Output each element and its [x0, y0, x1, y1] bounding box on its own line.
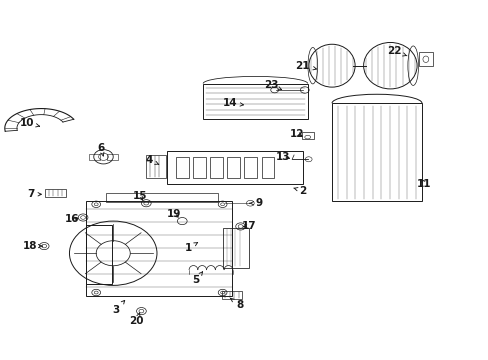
Text: 11: 11: [416, 179, 431, 189]
Bar: [210, 157, 223, 178]
Text: 6: 6: [97, 143, 104, 156]
Text: 14: 14: [222, 98, 243, 108]
Text: 9: 9: [249, 198, 262, 208]
Bar: [244, 157, 257, 178]
Bar: [146, 155, 165, 178]
Text: 23: 23: [264, 80, 281, 90]
Text: 17: 17: [242, 221, 256, 231]
Bar: [203, 84, 307, 119]
Bar: [221, 291, 242, 298]
Text: 16: 16: [64, 214, 79, 224]
Bar: [106, 193, 217, 202]
Text: 12: 12: [289, 129, 304, 139]
Bar: [193, 157, 205, 178]
Text: 15: 15: [132, 191, 147, 201]
Text: 1: 1: [184, 243, 197, 253]
Bar: [107, 154, 118, 159]
Bar: [331, 103, 421, 202]
Bar: [86, 225, 112, 284]
Text: 7: 7: [27, 189, 41, 199]
Text: 21: 21: [295, 61, 316, 71]
Text: 2: 2: [293, 186, 306, 196]
Bar: [261, 157, 274, 178]
Text: 10: 10: [20, 118, 40, 128]
Text: 13: 13: [276, 152, 290, 162]
Text: 8: 8: [230, 298, 243, 310]
Text: 22: 22: [386, 46, 406, 57]
Text: 20: 20: [129, 313, 143, 326]
Text: 18: 18: [22, 241, 42, 251]
Bar: [89, 154, 100, 159]
Text: 4: 4: [146, 156, 159, 165]
Bar: [222, 228, 249, 267]
Text: 3: 3: [112, 300, 124, 315]
Bar: [176, 157, 189, 178]
Text: 19: 19: [166, 209, 181, 219]
Text: 5: 5: [192, 272, 202, 285]
Bar: [227, 157, 240, 178]
Bar: [86, 202, 232, 296]
Bar: [418, 52, 432, 66]
Bar: [45, 189, 65, 197]
Bar: [166, 152, 302, 184]
Bar: [301, 132, 313, 139]
